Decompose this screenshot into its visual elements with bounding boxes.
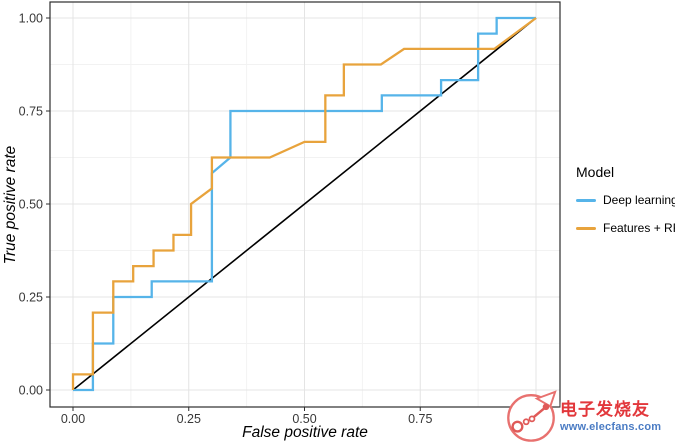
x-axis-title: False positive rate	[242, 424, 368, 441]
svg-text:0.00: 0.00	[61, 412, 85, 426]
legend-swatch-deep-learning	[576, 198, 596, 202]
legend-label-deep-learning: Deep learning	[603, 193, 675, 207]
watermark-text: 电子发烧友 www.elecfans.com	[560, 399, 674, 432]
legend-label-features-rf: Features + RF	[603, 221, 675, 235]
svg-text:0.75: 0.75	[19, 105, 43, 119]
svg-text:1.00: 1.00	[19, 12, 43, 26]
svg-text:0.00: 0.00	[19, 384, 43, 398]
svg-text:0.75: 0.75	[408, 412, 432, 426]
legend: Model Deep learning Features + RF	[576, 164, 675, 249]
watermark-brand: 电子发烧友	[560, 400, 650, 420]
legend-item-deep-learning: Deep learning	[576, 193, 675, 207]
svg-text:0.25: 0.25	[177, 412, 201, 426]
watermark-url: www.elecfans.com	[560, 420, 662, 433]
svg-text:0.50: 0.50	[292, 412, 316, 426]
svg-text:0.25: 0.25	[19, 291, 43, 305]
svg-text:0.50: 0.50	[19, 198, 43, 212]
legend-title: Model	[576, 164, 615, 180]
legend-swatch-features-rf	[576, 226, 596, 230]
y-axis-title: True positive rate	[2, 145, 19, 265]
elecfans-logo-icon	[507, 390, 557, 442]
legend-item-features-rf: Features + RF	[576, 221, 675, 235]
watermark: 电子发烧友 www.elecfans.com	[502, 388, 674, 444]
